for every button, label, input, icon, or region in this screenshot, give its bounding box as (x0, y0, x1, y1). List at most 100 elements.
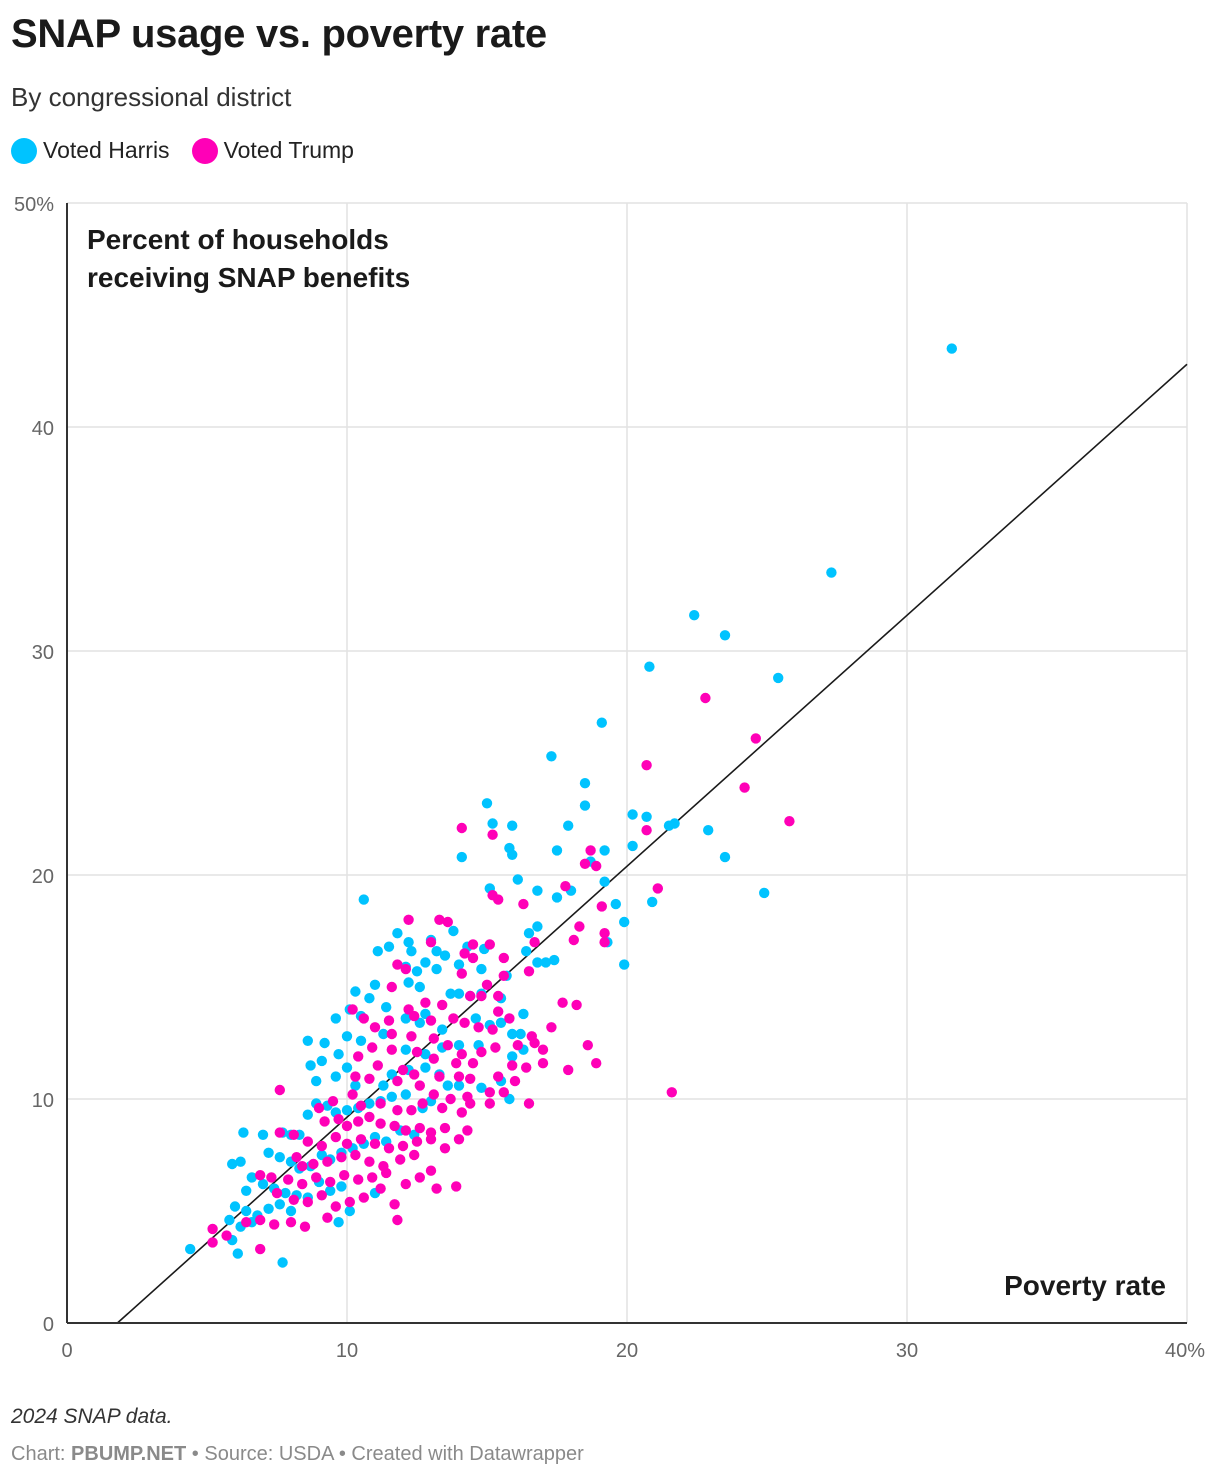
trump-point (465, 990, 476, 1002)
trump-point (451, 1058, 462, 1069)
trump-point (266, 1172, 277, 1183)
trump-point (442, 916, 453, 928)
harris-point (420, 1049, 431, 1060)
trump-point (582, 1040, 593, 1051)
trump-point (498, 970, 509, 981)
harris-point (344, 1205, 355, 1217)
harris-point (453, 959, 465, 970)
x-tick-label: 40% (1165, 1340, 1205, 1362)
harris-point (453, 1040, 465, 1051)
harris-point (431, 946, 442, 957)
harris-point (420, 957, 431, 968)
trump-point (521, 1062, 532, 1073)
trump-point (481, 979, 493, 990)
harris-point (456, 851, 467, 863)
harris-point (551, 892, 563, 903)
trump-point (453, 1134, 465, 1145)
harris-point (476, 1082, 487, 1093)
trump-point (350, 1149, 361, 1161)
y-axis-label-line-2: receiving SNAP benefits (87, 262, 410, 293)
trump-point (330, 1201, 341, 1212)
trump-point (467, 952, 479, 964)
trump-point (403, 914, 414, 925)
trump-point (439, 1122, 451, 1134)
x-tick-label: 10 (336, 1340, 358, 1362)
trump-point (255, 1170, 266, 1181)
harris-point (238, 1127, 249, 1138)
harris-point (759, 887, 770, 899)
credit-source-link[interactable]: PBUMP.NET (71, 1443, 187, 1465)
harris-point (507, 1028, 518, 1040)
trump-point (322, 1212, 333, 1223)
trump-point (372, 1060, 383, 1071)
harris-point (439, 950, 451, 961)
trump-point (274, 1084, 285, 1096)
harris-point (333, 1217, 344, 1228)
legend: Voted Harris Voted Trump (11, 137, 376, 164)
trump-point (439, 1143, 451, 1154)
harris-point (549, 954, 560, 966)
trump-point (529, 1037, 540, 1049)
trump-point (465, 1073, 476, 1084)
trump-point (428, 1053, 439, 1064)
harris-point (445, 988, 456, 999)
trump-point (571, 999, 582, 1011)
trump-point (381, 1167, 392, 1179)
trump-point (386, 1044, 397, 1055)
harris-point (235, 1156, 246, 1167)
trump-point (339, 1170, 350, 1181)
harris-point (341, 1105, 353, 1116)
trump-point (414, 1080, 425, 1091)
trump-point (367, 1042, 378, 1053)
y-axis-label-line-1: Percent of households (87, 224, 389, 255)
y-tick-label: 40 (32, 418, 54, 440)
trump-point (462, 1125, 473, 1136)
trump-point (599, 937, 610, 948)
trump-point (353, 1116, 364, 1127)
trump-point (456, 968, 467, 979)
harris-point (669, 818, 680, 829)
trump-point (297, 1161, 308, 1172)
trump-point (392, 959, 403, 970)
trump-point (288, 1194, 299, 1205)
trump-point (652, 883, 663, 894)
trump-point (336, 1152, 347, 1163)
trump-point (207, 1237, 218, 1248)
harris-point (333, 1049, 344, 1060)
harris-point (826, 567, 837, 578)
trump-point (641, 825, 652, 836)
trump-point (358, 1192, 369, 1203)
trump-point (434, 1071, 445, 1082)
harris-point (325, 1185, 336, 1196)
trump-point (442, 1040, 453, 1051)
trump-point (291, 1152, 302, 1163)
harris-point (523, 928, 535, 939)
trump-point (473, 1022, 484, 1033)
trump-point (456, 1049, 467, 1060)
credit-rest: • Source: USDA • Created with Datawrappe… (186, 1443, 584, 1465)
harris-point (647, 896, 658, 908)
trump-point (389, 1120, 400, 1132)
trump-point (411, 1046, 423, 1058)
trump-point (498, 1087, 509, 1098)
trump-point (313, 1102, 325, 1114)
harris-point (599, 876, 610, 887)
trump-point (585, 845, 596, 856)
trump-point (498, 952, 509, 964)
trump-point (347, 1089, 358, 1100)
trump-point (308, 1158, 319, 1170)
harris-point (627, 840, 638, 852)
harris-point (302, 1109, 313, 1120)
trump-point (493, 990, 504, 1002)
trump-point (341, 1120, 353, 1132)
harris-point (302, 1035, 313, 1046)
trump-point (406, 1105, 417, 1116)
trump-point (476, 990, 487, 1002)
harris-point (369, 979, 381, 990)
trump-point (355, 1134, 367, 1145)
trump-point (493, 894, 504, 905)
axis-ticks: 0 10 20 30 40 50% 0 10 20 30 40% (14, 194, 1205, 1362)
harris-point (400, 1013, 411, 1024)
trump-point (221, 1230, 232, 1241)
trump-point (425, 1134, 437, 1145)
